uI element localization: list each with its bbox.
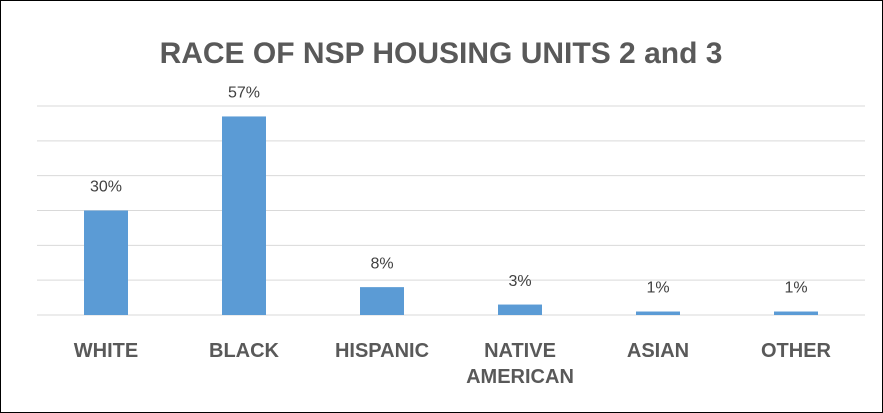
data-label: 1% bbox=[784, 280, 807, 297]
bar bbox=[222, 116, 266, 315]
x-tick-label: HISPANIC bbox=[334, 340, 430, 362]
chart-title: RACE OF NSP HOUSING UNITS 2 and 3 bbox=[160, 37, 723, 70]
data-label: 57% bbox=[228, 85, 260, 102]
bar bbox=[636, 311, 680, 315]
x-tick-label: WHITE bbox=[73, 340, 139, 362]
x-tick-label: ASIAN bbox=[626, 340, 690, 362]
data-label: 3% bbox=[508, 273, 531, 290]
x-tick-label: BLACK bbox=[209, 340, 279, 362]
x-tick-label: OTHER bbox=[761, 340, 831, 362]
x-tick-label: NATIVE AMERICAN bbox=[466, 340, 574, 388]
bar bbox=[84, 210, 128, 315]
bar bbox=[774, 311, 818, 315]
bar bbox=[360, 287, 404, 315]
data-label: 8% bbox=[370, 255, 393, 272]
data-label: 30% bbox=[90, 179, 122, 196]
data-label: 1% bbox=[646, 280, 669, 297]
bar bbox=[498, 304, 542, 315]
